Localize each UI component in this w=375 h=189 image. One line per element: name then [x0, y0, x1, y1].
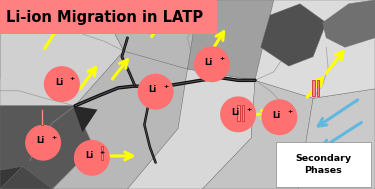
Polygon shape — [53, 51, 188, 189]
Text: Li: Li — [272, 111, 280, 120]
Text: Li: Li — [231, 108, 239, 117]
Ellipse shape — [194, 46, 230, 82]
Text: Li: Li — [85, 151, 93, 160]
Text: Li: Li — [55, 78, 63, 87]
FancyBboxPatch shape — [0, 0, 217, 34]
Ellipse shape — [220, 96, 256, 132]
Text: Li: Li — [205, 58, 213, 67]
Polygon shape — [98, 0, 199, 69]
Polygon shape — [298, 89, 375, 189]
Ellipse shape — [25, 125, 61, 161]
Polygon shape — [73, 106, 98, 132]
Polygon shape — [0, 106, 94, 189]
Polygon shape — [0, 0, 124, 106]
Polygon shape — [255, 0, 375, 98]
Bar — [312, 80, 315, 96]
Bar — [242, 105, 244, 121]
FancyBboxPatch shape — [276, 142, 371, 187]
Polygon shape — [0, 166, 22, 189]
Bar — [41, 109, 43, 125]
Text: Li: Li — [36, 136, 44, 145]
Text: +: + — [220, 57, 225, 61]
Text: +: + — [70, 76, 75, 81]
Polygon shape — [322, 0, 375, 47]
Text: +: + — [287, 109, 292, 114]
Text: +: + — [164, 84, 169, 89]
Polygon shape — [0, 166, 53, 189]
Text: +: + — [100, 150, 105, 155]
Text: Li-ion Migration in LATP: Li-ion Migration in LATP — [6, 9, 203, 25]
Polygon shape — [261, 4, 326, 66]
Ellipse shape — [44, 66, 80, 102]
Ellipse shape — [261, 99, 297, 135]
Polygon shape — [202, 80, 313, 189]
Ellipse shape — [138, 74, 174, 110]
Polygon shape — [188, 0, 274, 80]
Ellipse shape — [74, 140, 110, 176]
Bar — [317, 80, 319, 96]
Bar — [237, 105, 240, 121]
Text: Li: Li — [148, 85, 157, 94]
Text: Secondary
Phases: Secondary Phases — [295, 154, 351, 175]
Text: +: + — [246, 107, 251, 112]
Text: +: + — [51, 135, 56, 140]
Polygon shape — [128, 69, 255, 189]
Bar — [101, 146, 103, 160]
